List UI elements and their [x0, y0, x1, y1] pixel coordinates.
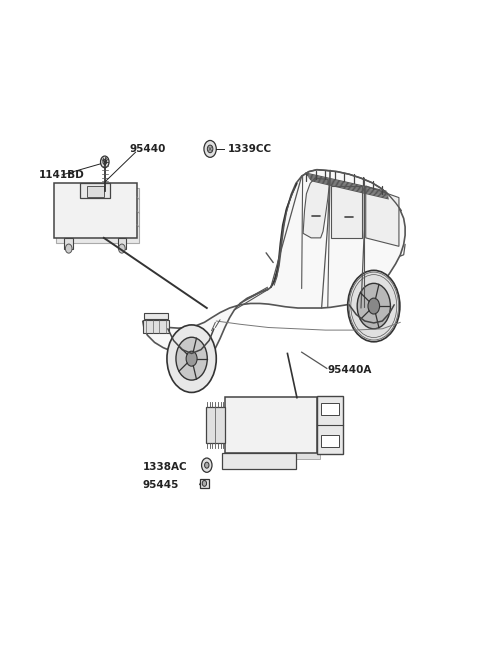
Circle shape: [176, 337, 207, 380]
Polygon shape: [317, 396, 343, 454]
Bar: [87, 187, 104, 197]
Bar: [225, 398, 317, 453]
Circle shape: [204, 462, 209, 468]
Circle shape: [65, 244, 72, 253]
Bar: [228, 404, 320, 459]
Bar: [80, 183, 110, 198]
Bar: [118, 238, 126, 249]
Text: 1141BD: 1141BD: [38, 170, 84, 180]
Bar: [54, 183, 137, 238]
Text: 1338AC: 1338AC: [143, 462, 187, 472]
Polygon shape: [303, 178, 329, 238]
Circle shape: [103, 159, 107, 164]
Bar: [64, 238, 73, 249]
Polygon shape: [331, 186, 362, 238]
Circle shape: [204, 140, 216, 157]
Bar: [205, 407, 225, 443]
Bar: [321, 403, 339, 415]
Circle shape: [202, 480, 206, 486]
Text: 95440A: 95440A: [328, 365, 372, 375]
Bar: [143, 320, 169, 333]
Text: 95445: 95445: [143, 479, 179, 490]
Text: 95440: 95440: [129, 144, 166, 154]
Circle shape: [100, 156, 109, 168]
Circle shape: [207, 145, 213, 153]
Circle shape: [167, 325, 216, 392]
Bar: [56, 188, 139, 244]
Bar: [144, 312, 168, 319]
Bar: [321, 435, 339, 447]
Circle shape: [348, 271, 400, 342]
Bar: [222, 453, 296, 469]
Circle shape: [186, 351, 197, 366]
Polygon shape: [366, 186, 399, 246]
Circle shape: [119, 244, 125, 253]
Text: 1339CC: 1339CC: [228, 144, 272, 154]
Polygon shape: [143, 170, 405, 359]
Bar: [200, 479, 209, 487]
Circle shape: [368, 298, 380, 314]
Circle shape: [357, 284, 390, 329]
Circle shape: [202, 458, 212, 472]
